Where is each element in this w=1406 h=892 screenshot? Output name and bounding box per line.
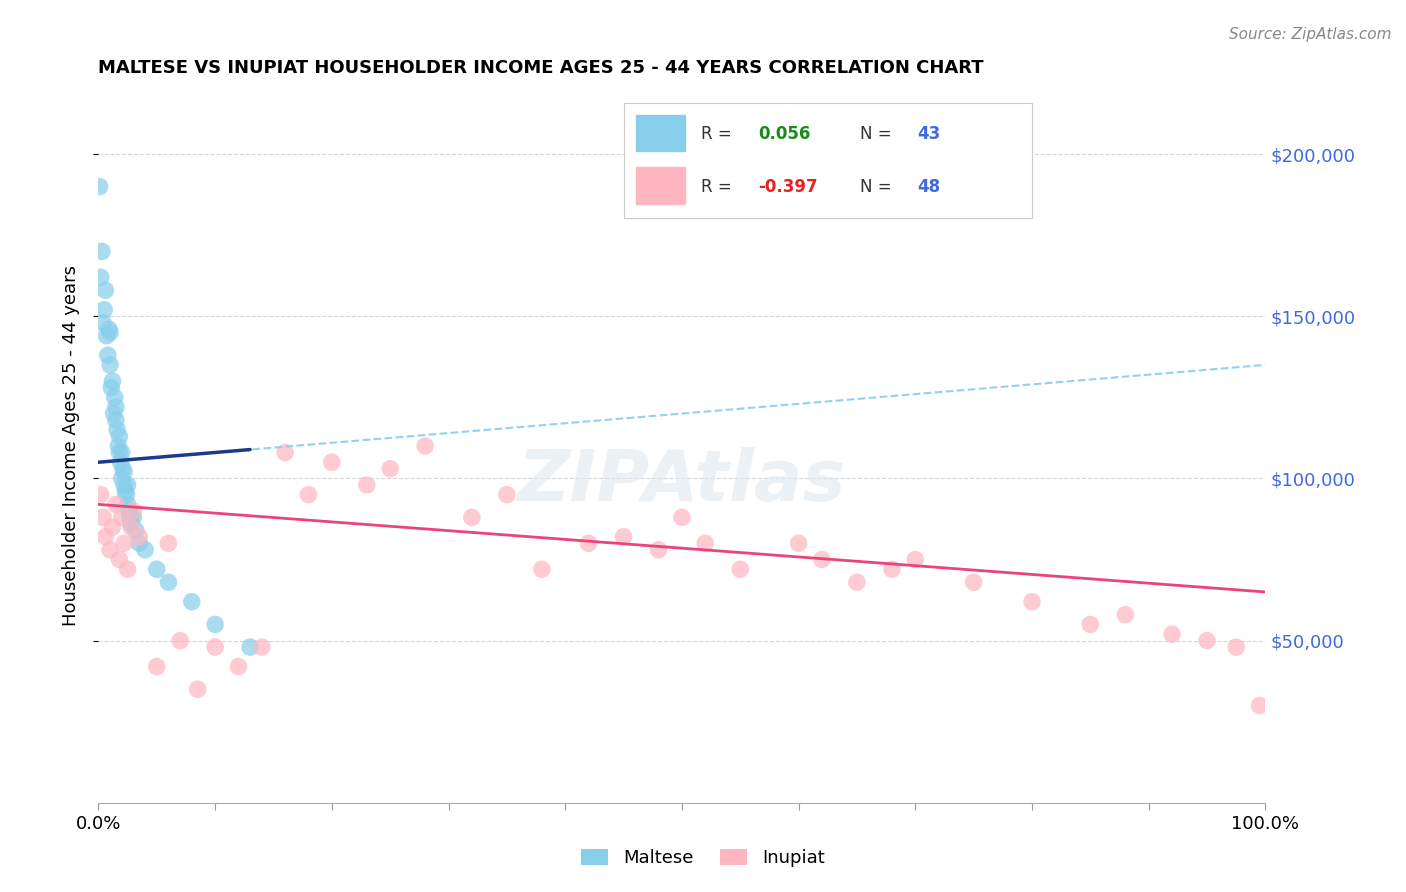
Point [880,562,903,576]
Point [146,659,169,673]
Point [90,488,112,502]
Point [104,497,127,511]
Point [647,542,669,557]
Point [111,445,134,459]
Point [530,562,553,576]
Point [122,504,145,518]
Point [128,536,150,550]
Point [811,552,834,566]
Point [104,390,127,404]
Point [97,322,120,336]
Point [98,542,121,557]
Point [104,413,127,427]
Point [105,423,128,437]
Point [108,445,131,459]
Y-axis label: Householder Income Ages 25 - 44 years: Householder Income Ages 25 - 44 years [62,266,80,626]
Point [110,455,132,469]
Point [90,244,112,259]
Point [107,439,129,453]
Point [695,536,717,550]
Point [1080,617,1102,632]
Point [413,439,436,453]
Point [91,510,114,524]
Point [103,407,125,421]
Point [1249,698,1271,713]
Point [112,465,135,479]
Point [94,283,117,297]
Point [378,461,402,475]
Point [730,562,752,576]
Point [111,471,134,485]
Point [94,530,117,544]
Point [239,640,262,654]
Point [97,348,120,362]
Point [117,562,139,576]
Point [274,445,297,459]
Point [118,504,141,518]
Point [146,562,169,576]
Point [962,575,984,590]
Point [89,179,111,194]
Point [1195,633,1218,648]
Text: Source: ZipAtlas.com: Source: ZipAtlas.com [1229,27,1392,42]
Point [91,316,114,330]
Text: MALTESE VS INUPIAT HOUSEHOLDER INCOME AGES 25 - 44 YEARS CORRELATION CHART: MALTESE VS INUPIAT HOUSEHOLDER INCOME AG… [98,59,984,77]
Point [297,488,319,502]
Point [228,659,250,673]
Point [101,374,124,388]
Point [115,488,138,502]
Point [169,633,191,648]
Point [356,478,378,492]
Point [204,640,226,654]
Point [134,542,156,557]
Point [125,524,148,538]
Point [613,530,636,544]
Point [118,510,141,524]
Point [108,552,131,566]
Legend: Maltese, Inupiat: Maltese, Inupiat [574,841,832,874]
Point [114,484,136,499]
Point [111,510,134,524]
Point [187,682,209,697]
Point [461,510,484,524]
Point [90,270,112,285]
Point [104,400,127,414]
Point [98,326,121,340]
Point [112,478,135,492]
Point [98,358,121,372]
Point [1225,640,1247,654]
Point [157,536,180,550]
Point [321,455,343,469]
Point [1161,627,1184,641]
Point [1021,595,1043,609]
Point [157,575,180,590]
Point [96,328,118,343]
Point [1114,607,1136,622]
Point [120,516,142,531]
Point [108,429,131,443]
Point [120,520,142,534]
Point [578,536,600,550]
Point [671,510,693,524]
Point [112,536,135,550]
Point [180,595,202,609]
Point [100,381,122,395]
Text: ZIPAtlas: ZIPAtlas [517,447,846,516]
Point [117,497,139,511]
Point [495,488,517,502]
Point [101,520,124,534]
Point [128,530,150,544]
Point [122,510,145,524]
Point [846,575,869,590]
Point [117,478,139,492]
Point [250,640,273,654]
Point [904,552,927,566]
Point [93,302,115,317]
Point [204,617,226,632]
Point [787,536,810,550]
Point [111,461,134,475]
